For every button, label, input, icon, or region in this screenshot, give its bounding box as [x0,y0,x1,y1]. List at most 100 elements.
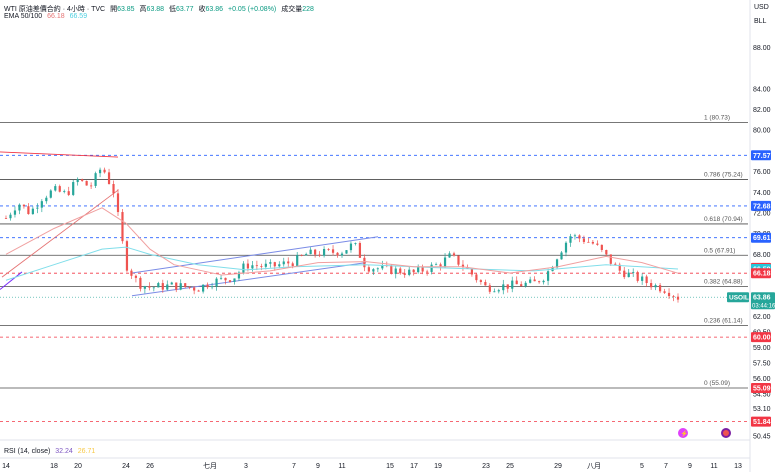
candle-body [76,179,79,183]
y-tick-label: 74.00 [753,190,771,197]
x-tick-label: 20 [74,463,82,470]
rsi-value-1: 32.24 [55,448,73,455]
x-tick-label: 29 [554,463,562,470]
symbol-badge: USOIL [729,295,749,302]
x-tick-label: 23 [482,463,490,470]
candle-body [336,252,339,256]
candle-body [609,254,612,264]
candle-body [479,280,482,282]
candle-body [587,241,590,243]
candle-body [322,248,326,256]
y-tick-label: 56.00 [753,376,771,383]
candle-body [614,263,617,265]
fib-level-label: 0.786 (75.24) [704,171,743,178]
candle-body [417,267,420,273]
candle-body [116,193,120,213]
candle-body [457,255,460,265]
price-label: 51.84 [753,419,771,426]
candle-body [148,286,151,288]
candle-body [219,277,223,279]
candle-body [524,282,527,287]
fib-level-label: 0.618 (70.94) [704,216,743,223]
x-tick-label: 15 [386,463,394,470]
y-tick-label: 80.00 [753,128,771,135]
symbol-badge-bg [727,292,749,303]
channel-line [131,236,379,274]
unit-label[interactable]: BLL [754,18,767,25]
x-tick-label: 24 [122,463,130,470]
candle-body [376,268,379,270]
candle-body [367,267,370,272]
ema-label[interactable]: EMA 50/100 [4,13,43,20]
y-tick-label: 53.10 [753,406,771,413]
candle-body [291,263,294,267]
symbol-title[interactable]: WTI 原油差價合約 · 4小時 · TVC [4,6,106,13]
price-label-bg [751,150,771,161]
x-tick-label: 19 [434,463,442,470]
x-tick-label: 18 [50,463,58,470]
price-label-bg [751,232,771,243]
candle-body [546,271,550,281]
candle-body [632,272,635,273]
y-tick-label: 50.45 [753,434,771,441]
x-tick-label: 7 [664,463,668,470]
rsi-label[interactable]: RSI (14, close) [4,448,51,455]
candle-body [184,283,187,287]
candle-body [22,204,26,207]
candle-body [269,262,272,264]
candle-body [349,243,353,251]
candle-body [582,238,586,242]
candle-body [538,281,541,283]
candle-body [421,267,424,272]
fib-level-label: 1 (80.73) [704,115,730,122]
candle-body [237,272,241,279]
candle-body [488,285,491,292]
candle-body [340,253,344,256]
close-value: 63.86 [205,6,224,13]
y-tick-label: 62.00 [753,314,771,321]
candle-body [511,280,514,289]
candle-body [49,190,52,198]
candle-body [676,296,680,300]
candle-body [72,182,75,195]
candle-body [9,214,12,219]
candle-body [439,264,442,267]
candle-body [443,257,447,267]
x-tick-label: 5 [640,463,644,470]
candle-body [152,287,155,289]
candle-body [430,264,433,272]
candle-body [672,296,675,297]
candle-body [529,279,532,283]
candle-body [600,244,603,250]
y-tick-label: 54.50 [753,392,771,399]
y-tick-label: 68.00 [753,252,771,259]
candle-body [667,292,671,297]
candle-body [452,253,456,256]
high-label: 高 [139,6,147,13]
candle-body [408,269,411,275]
fib-level-label: 0.236 (61.14) [704,317,743,324]
ema50-line [5,207,679,276]
y-tick-label: 72.00 [753,210,771,217]
candle-body [63,191,66,192]
price-label-bg [751,416,771,427]
candle-body [345,250,348,254]
candle-body [255,265,258,267]
candle-body [278,264,281,267]
candle-body [542,280,545,283]
candle-body [228,280,232,282]
low-label: 低 [169,6,177,13]
candle-body [98,169,102,174]
currency-label[interactable]: USD [754,4,769,11]
candle-body [645,276,648,284]
candle-body [641,276,644,281]
candle-body [107,172,111,185]
support-trendline [1,189,119,278]
open-value: 63.85 [117,6,135,13]
candle-body [497,290,500,292]
candle-body [591,241,594,244]
candle-body [40,201,43,208]
price-label: 55.09 [753,385,771,392]
candle-body [296,255,299,267]
